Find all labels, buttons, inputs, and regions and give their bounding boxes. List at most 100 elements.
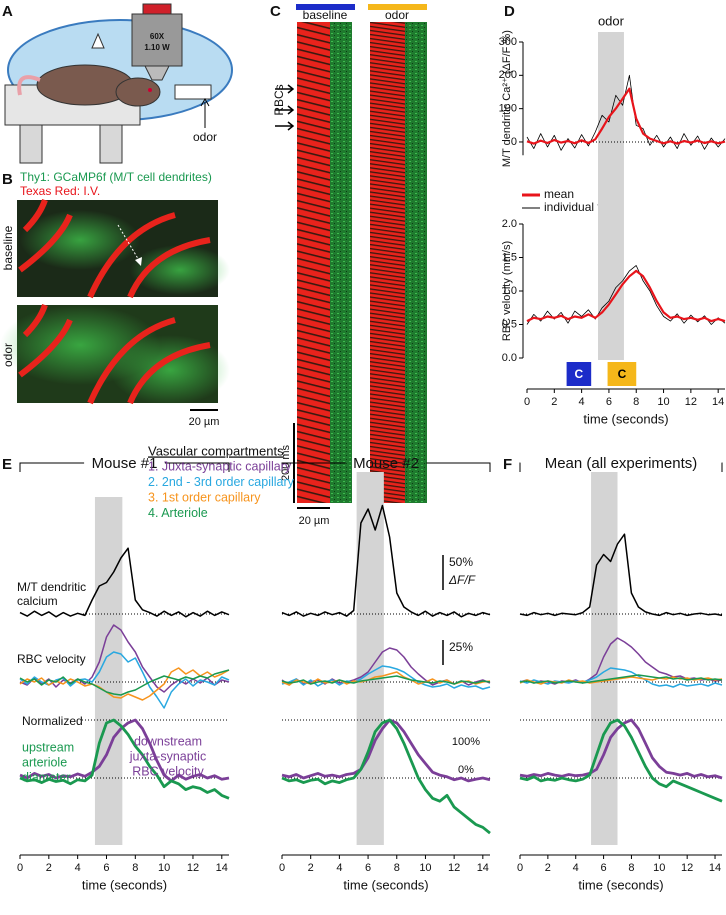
x-tick-label: 14 bbox=[712, 396, 724, 408]
annotation: diameter bbox=[22, 770, 71, 784]
legend-red: Texas Red: I.V. bbox=[20, 184, 100, 198]
x-tick-label: 8 bbox=[633, 396, 639, 408]
y-axis-label: M/T dendritic Ca²⁺ (ΔF/F %) bbox=[501, 30, 513, 167]
scale-label: 20 µm bbox=[189, 416, 220, 428]
x-tick-label: 12 bbox=[681, 862, 693, 874]
objective-label: 60X bbox=[150, 32, 165, 41]
x-tick-label: 6 bbox=[103, 862, 109, 874]
odor-shade bbox=[598, 32, 624, 160]
annotation: juxta-synaptic bbox=[129, 749, 206, 763]
velocity-trace bbox=[19, 624, 230, 693]
normalized-tick-label: 0% bbox=[458, 764, 474, 776]
panel-label: D bbox=[504, 3, 515, 20]
y-tick-label: 0 bbox=[511, 136, 517, 148]
row-label: RBC velocity bbox=[17, 652, 86, 666]
y-axis-label: RBC velocity (mm/s) bbox=[501, 241, 513, 341]
annotation: arteriole bbox=[22, 755, 67, 769]
panel-title: Mean (all experiments) bbox=[545, 455, 698, 472]
x-tick-label: 6 bbox=[606, 396, 612, 408]
panel-label: E bbox=[2, 456, 12, 473]
odor-label: odor bbox=[598, 13, 625, 28]
x-axis-label: time (seconds) bbox=[583, 411, 668, 426]
x-tick-label: 0 bbox=[524, 396, 530, 408]
x-tick-label: 4 bbox=[75, 862, 81, 874]
panel-label: C bbox=[270, 3, 281, 20]
annotation: downstream bbox=[134, 734, 202, 748]
micrographs bbox=[0, 198, 230, 411]
stimulus-label: C bbox=[575, 367, 584, 381]
y-tick-label: 300 bbox=[499, 36, 517, 48]
normalized-trace bbox=[19, 718, 230, 783]
x-tick-label: 4 bbox=[573, 862, 579, 874]
x-tick-label: 12 bbox=[685, 396, 697, 408]
normalized-trace bbox=[281, 718, 491, 783]
velocity-trace bbox=[519, 676, 723, 685]
odor-label: odor bbox=[193, 130, 217, 144]
normalized-trace bbox=[519, 718, 723, 780]
x-tick-label: 10 bbox=[657, 396, 669, 408]
panel-title: Mouse #2 bbox=[353, 455, 419, 472]
panel-label: F bbox=[503, 456, 512, 473]
y-tick-label: 2.0 bbox=[502, 218, 517, 230]
title-bracket bbox=[281, 462, 491, 472]
legend-item: 4. Arteriole bbox=[148, 506, 208, 520]
odor-shade bbox=[356, 472, 384, 845]
velocity-trace bbox=[19, 669, 230, 696]
x-tick-label: 10 bbox=[419, 862, 431, 874]
x-tick-label: 12 bbox=[187, 862, 199, 874]
scale-unit: ΔF/F bbox=[448, 573, 476, 587]
legend-title: Vascular compartments bbox=[148, 443, 284, 458]
trace bbox=[526, 87, 726, 145]
odor-shade bbox=[591, 472, 618, 845]
velocity-trace bbox=[281, 675, 491, 685]
objective-label: 1.10 W bbox=[144, 43, 170, 52]
y-tick-label: 1.5 bbox=[502, 251, 517, 263]
velocity-trace bbox=[281, 665, 491, 690]
scale-label: 25% bbox=[449, 640, 473, 654]
linescans bbox=[275, 4, 427, 509]
x-tick-label: 12 bbox=[448, 862, 460, 874]
column-label: baseline bbox=[303, 8, 348, 22]
x-tick-label: 6 bbox=[601, 862, 607, 874]
column-label: odor bbox=[385, 8, 409, 22]
title-bracket bbox=[519, 462, 723, 472]
x-tick-label: 10 bbox=[653, 862, 665, 874]
normalized-trace bbox=[19, 718, 230, 800]
legend-item: 1. Juxta-synaptic capillary bbox=[148, 459, 292, 473]
row-label: baseline bbox=[1, 225, 15, 270]
row-label: odor bbox=[1, 343, 15, 367]
row-label: M/T dendritic bbox=[17, 580, 86, 594]
velocity-trace bbox=[519, 674, 723, 684]
odor-shade bbox=[598, 160, 624, 360]
panel-title: Mouse #1 bbox=[92, 455, 158, 472]
panel-label: A bbox=[2, 3, 13, 20]
normalized-trace bbox=[519, 718, 723, 803]
rbc-label: RBCs bbox=[272, 84, 286, 115]
x-tick-label: 6 bbox=[365, 862, 371, 874]
trace bbox=[526, 265, 726, 325]
x-tick-label: 4 bbox=[579, 396, 585, 408]
x-tick-label: 0 bbox=[279, 862, 285, 874]
y-tick-label: 0.0 bbox=[502, 352, 517, 364]
y-tick-label: 1.0 bbox=[502, 285, 517, 297]
annotation: RBC velocity bbox=[132, 764, 204, 778]
x-tick-label: 0 bbox=[17, 862, 23, 874]
x-tick-label: 2 bbox=[46, 862, 52, 874]
title-bracket bbox=[19, 462, 230, 472]
legend-item: 3. 1st order capillary bbox=[148, 490, 261, 504]
x-axis-label: time (seconds) bbox=[578, 877, 663, 892]
stimulus-box bbox=[566, 362, 592, 386]
calcium-trace bbox=[281, 504, 491, 618]
x-tick-label: 4 bbox=[336, 862, 342, 874]
x-axis-label: time (seconds) bbox=[82, 877, 167, 892]
x-tick-label: 2 bbox=[545, 862, 551, 874]
legend-green: Thy1: GCaMP6f (M/T cell dendrites) bbox=[20, 170, 212, 184]
x-tick-label: 2 bbox=[551, 396, 557, 408]
velocity-trace bbox=[19, 667, 230, 701]
legend-label: mean bbox=[544, 187, 574, 201]
legend-item: 2. 2nd - 3rd order capillary bbox=[148, 475, 295, 489]
x-axis-label: time (seconds) bbox=[343, 877, 428, 892]
calcium-trace bbox=[519, 533, 723, 617]
